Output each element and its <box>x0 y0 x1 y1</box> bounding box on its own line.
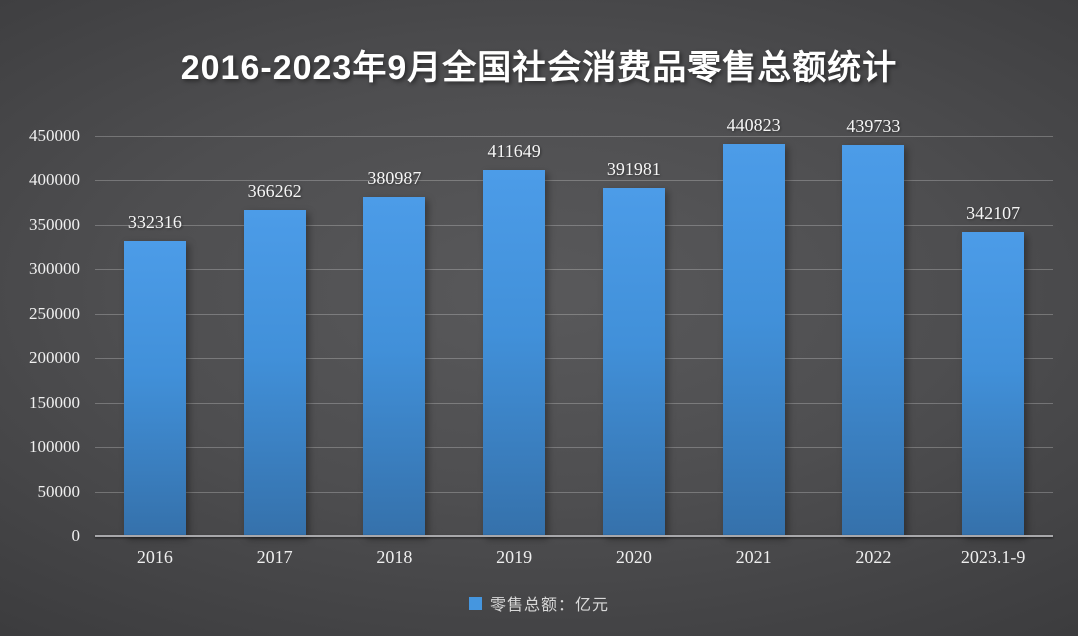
gridline <box>95 136 1053 137</box>
x-axis-labels: 2016 2017 2018 2019 2020 2021 2022 2023.1-9 <box>95 547 1053 568</box>
bar-slot: 366262 <box>215 136 335 536</box>
bar-2023.1-9 <box>962 231 1025 536</box>
bar-value-label: 440823 <box>726 115 781 136</box>
x-axis-label: 2016 <box>136 547 173 567</box>
bar-slot: 440823 <box>694 115 814 536</box>
x-axis-label: 2018 <box>376 547 413 567</box>
bar-value-label: 391981 <box>606 158 661 179</box>
gridline <box>95 224 1053 226</box>
x-axis-label: 2022 <box>855 547 892 567</box>
y-tick-label: 400000 <box>29 170 80 190</box>
bar-value-label: 411649 <box>487 141 541 162</box>
y-tick-label: 450000 <box>29 126 80 145</box>
bar-2019 <box>483 170 546 536</box>
bar-slot: 380987 <box>335 136 455 536</box>
y-tick-label: 200000 <box>29 348 80 368</box>
bar-value-label: 342107 <box>966 202 1021 223</box>
bar-series: 332316 366262 380987 411649 391981 440823 4397… <box>95 115 1053 536</box>
bar-slot: 411649 <box>454 136 574 536</box>
bar-slot: 439733 <box>814 116 934 536</box>
plot-area: 332316 366262 380987 411649 391981 440823 4397… <box>95 115 1053 537</box>
y-tick-label: 300000 <box>29 259 80 279</box>
bar-2020 <box>602 187 665 536</box>
y-tick-label: 100000 <box>29 437 80 457</box>
bar-2018 <box>363 197 426 536</box>
bar-value-label: 439733 <box>846 116 901 137</box>
bar-value-label: 332316 <box>127 211 182 232</box>
x-axis-label: 2020 <box>615 547 652 567</box>
bar-value-label: 380987 <box>367 168 422 189</box>
x-axis-label: 2021 <box>735 547 772 567</box>
gridline <box>95 447 1053 449</box>
bar-2016 <box>123 240 186 536</box>
bar-slot: 391981 <box>574 136 694 536</box>
gridline <box>95 180 1053 182</box>
x-axis-label: 2017 <box>256 547 293 567</box>
bar-2017 <box>243 210 306 536</box>
legend: 零售总额：亿元 <box>0 591 1078 615</box>
gridline <box>95 402 1053 404</box>
gridline <box>95 358 1053 360</box>
y-tick-label: 0 <box>71 526 81 545</box>
legend-label: 零售总额：亿元 <box>489 597 609 614</box>
legend-marker-icon <box>468 596 482 610</box>
bar-2021 <box>722 144 785 536</box>
y-axis-labels: 450000 400000 350000 300000 250000 200000 1500… <box>0 127 81 545</box>
gridline <box>95 269 1053 271</box>
chart-title: 2016-2023年9月全国社会消费品零售总额统计 <box>180 49 898 87</box>
x-axis-label: 2023.1-9 <box>960 547 1026 567</box>
y-tick-label: 50000 <box>37 481 81 501</box>
x-axis-line <box>95 535 1053 537</box>
bar-2022 <box>842 145 905 536</box>
y-tick-label: 350000 <box>29 214 80 234</box>
gridline <box>95 313 1053 315</box>
bar-value-label: 366262 <box>247 181 302 202</box>
y-tick-label: 250000 <box>29 303 80 323</box>
y-tick-label: 150000 <box>29 392 80 412</box>
bar-slot: 332316 <box>95 136 215 536</box>
bar-slot: 342107 <box>933 136 1053 536</box>
gridline <box>95 491 1053 493</box>
x-axis-label: 2019 <box>496 547 533 567</box>
